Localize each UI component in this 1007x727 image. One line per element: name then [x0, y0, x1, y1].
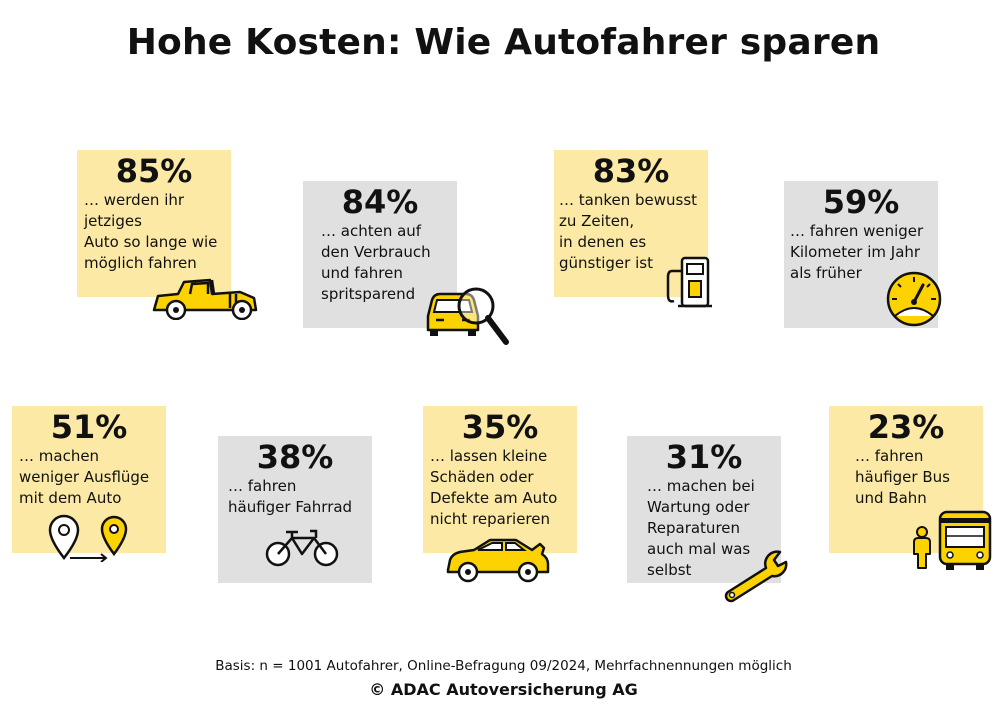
map-pins-icon — [48, 514, 128, 562]
speedometer-icon — [886, 271, 942, 327]
stat-text: … machen bei Wartung oder Reparaturen au… — [647, 477, 755, 579]
stat-percent: 31% — [665, 438, 743, 476]
stat-percent: 83% — [592, 152, 670, 190]
page-title: Hohe Kosten: Wie Autofahrer sparen — [126, 22, 881, 63]
vintage-car-icon — [152, 278, 258, 320]
stat-box-31: 31% … machen bei Wartung oder Reparature… — [627, 436, 781, 583]
stat-text: … fahren weniger Kilometer im Jahr als f… — [790, 222, 924, 282]
stat-percent: 59% — [822, 183, 900, 221]
stat-percent: 23% — [867, 408, 945, 446]
bus-person-icon — [913, 510, 992, 570]
stat-percent: 84% — [341, 183, 419, 221]
stat-box-85: 85% … werden ihr jetziges Auto so lange … — [77, 150, 231, 297]
stat-box-51: 51% … machen weniger Ausflüge mit dem Au… — [12, 406, 166, 553]
stat-text: … achten auf den Verbrauch und fahren sp… — [321, 222, 431, 303]
copyright: © ADAC Autoversicherung AG — [369, 680, 638, 699]
stat-box-38: 38% … fahren häufiger Fahrrad — [218, 436, 372, 583]
wrench-icon — [724, 550, 788, 603]
stat-percent: 51% — [50, 408, 128, 446]
stat-box-83: 83% … tanken bewusst zu Zeiten, in denen… — [554, 150, 708, 297]
bicycle-icon — [265, 529, 339, 567]
stat-text: … fahren häufiger Bus und Bahn — [855, 447, 950, 507]
footnote-basis: Basis: n = 1001 Autofahrer, Online-Befra… — [215, 658, 792, 674]
stat-text: … machen weniger Ausflüge mit dem Auto — [19, 447, 150, 507]
car-magnifier-icon — [426, 287, 509, 345]
stat-box-59: 59% … fahren weniger Kilometer im Jahr a… — [784, 181, 938, 328]
stat-percent: 85% — [115, 152, 193, 190]
stat-box-84: 84% … achten auf den Verbrauch und fahre… — [303, 181, 457, 328]
stat-text: … fahren häufiger Fahrrad — [228, 477, 353, 516]
stat-text: … werden ihr jetziges Auto so lange wie … — [84, 191, 218, 272]
stat-percent: 35% — [461, 408, 539, 446]
stat-box-35: 35% … lassen kleine Schäden oder Defekte… — [423, 406, 577, 553]
car-open-hood-icon — [446, 538, 550, 583]
fuel-pump-icon — [666, 256, 712, 308]
stat-text: … tanken bewusst zu Zeiten, in denen es … — [559, 191, 698, 272]
stat-percent: 38% — [256, 438, 334, 476]
stat-text: … lassen kleine Schäden oder Defekte am … — [430, 447, 558, 528]
